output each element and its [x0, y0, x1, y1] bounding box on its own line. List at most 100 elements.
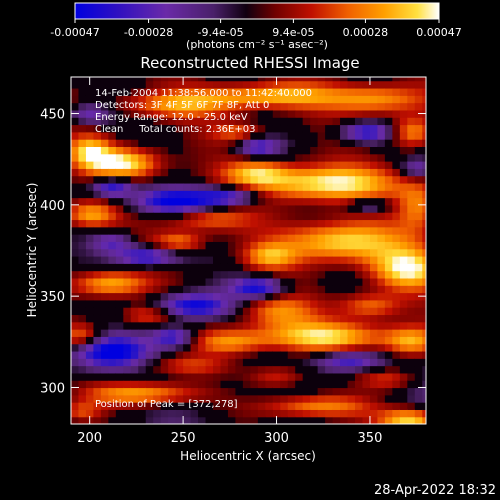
- heatmap-cell: [213, 336, 222, 345]
- heatmap-cell: [265, 372, 274, 381]
- heatmap-cell: [242, 161, 251, 169]
- heatmap-cell: [355, 80, 364, 89]
- heatmap-cell: [93, 168, 102, 177]
- heatmap-cell: [407, 77, 416, 82]
- heatmap-cell: [100, 175, 109, 184]
- heatmap-cell: [414, 77, 423, 82]
- heatmap-cell: [369, 394, 379, 403]
- heatmap-cell: [242, 402, 251, 410]
- heatmap-cell: [355, 285, 364, 294]
- heatmap-cell: [168, 197, 177, 206]
- heatmap-cell: [377, 307, 386, 316]
- heatmap-cell: [190, 161, 199, 169]
- heatmap-cell: [340, 131, 349, 140]
- heatmap-cell: [242, 241, 251, 250]
- heatmap-cell: [332, 270, 341, 279]
- heatmap-cell: [310, 285, 319, 294]
- heatmap-cell: [257, 161, 266, 169]
- heatmap-cell: [325, 87, 334, 96]
- heatmap-cell: [362, 416, 371, 424]
- heatmap-cell: [93, 117, 102, 126]
- heatmap-cell: [108, 182, 117, 191]
- heatmap-cell: [138, 212, 147, 221]
- heatmap-cell: [205, 139, 214, 147]
- heatmap-cell: [153, 182, 162, 191]
- heatmap-cell: [190, 299, 199, 308]
- heatmap-cell: [85, 197, 95, 206]
- heatmap-cell: [235, 87, 244, 96]
- heatmap-cell: [145, 146, 154, 155]
- heatmap-cell: [138, 380, 147, 389]
- heatmap-cell: [175, 263, 184, 272]
- heatmap-cell: [265, 219, 274, 228]
- heatmap-cell: [190, 153, 199, 162]
- heatmap-cell: [213, 255, 222, 264]
- heatmap-cell: [220, 307, 229, 316]
- heatmap-cell: [183, 350, 192, 359]
- heatmap-cell: [235, 387, 244, 396]
- heatmap-cell: [235, 146, 244, 155]
- heatmap-cell: [115, 248, 124, 257]
- heatmap-cell: [115, 387, 124, 396]
- heatmap-cell: [347, 219, 356, 228]
- heatmap-cell: [100, 153, 109, 162]
- heatmap-cell: [190, 212, 199, 221]
- heatmap-cell: [190, 365, 199, 374]
- heatmap-cell: [287, 343, 296, 352]
- heatmap-cell: [310, 380, 319, 389]
- heatmap-cell: [257, 380, 266, 389]
- heatmap-cell: [422, 314, 426, 323]
- heatmap-cell: [123, 350, 132, 359]
- heatmap-cell: [272, 299, 281, 308]
- heatmap-cell: [287, 307, 296, 316]
- heatmap-cell: [287, 219, 296, 228]
- heatmap-cell: [407, 343, 416, 352]
- heatmap-cell: [220, 277, 229, 286]
- heatmap-cell: [250, 270, 259, 279]
- heatmap-cell: [78, 372, 87, 381]
- heatmap-cell: [325, 197, 334, 206]
- heatmap-cell: [93, 175, 102, 184]
- heatmap-cell: [250, 234, 259, 242]
- heatmap-cell: [302, 263, 311, 272]
- heatmap-cell: [242, 372, 251, 381]
- heatmap-cell: [153, 270, 162, 279]
- heatmap-cell: [257, 182, 266, 191]
- heatmap-cell: [250, 139, 259, 147]
- heatmap-cell: [108, 204, 117, 213]
- heatmap-cell: [384, 161, 393, 169]
- heatmap-cell: [362, 182, 371, 191]
- heatmap-cell: [145, 380, 154, 389]
- heatmap-cell: [183, 175, 192, 184]
- heatmap-cell: [384, 182, 393, 191]
- heatmap-cell: [145, 212, 154, 221]
- heatmap-cell: [392, 270, 401, 279]
- heatmap-cell: [362, 380, 371, 389]
- heatmap-cell: [71, 204, 80, 213]
- heatmap-cell: [340, 372, 349, 381]
- heatmap-cell: [250, 285, 259, 294]
- heatmap-cell: [355, 350, 364, 359]
- heatmap-cell: [332, 197, 341, 206]
- heatmap-cell: [384, 234, 393, 242]
- heatmap-cell: [265, 299, 274, 308]
- heatmap-cell: [93, 124, 102, 133]
- heatmap-cell: [115, 307, 124, 316]
- heatmap-cell: [145, 365, 154, 374]
- heatmap-cell: [399, 263, 408, 272]
- heatmap-cell: [138, 161, 147, 169]
- heatmap-cell: [257, 80, 266, 89]
- annotation-energy-range: Energy Range: 12.0 - 25.0 keV: [95, 112, 248, 123]
- heatmap-cell: [145, 409, 154, 418]
- heatmap-cell: [115, 358, 124, 367]
- heatmap-cell: [287, 234, 296, 242]
- heatmap-cell: [213, 131, 222, 140]
- heatmap-cell: [422, 212, 426, 221]
- heatmap-cell: [362, 124, 371, 133]
- heatmap-cell: [325, 292, 334, 301]
- heatmap-cell: [302, 292, 311, 301]
- heatmap-cell: [295, 270, 304, 279]
- heatmap-cell: [355, 241, 364, 250]
- heatmap-cell: [183, 307, 192, 316]
- heatmap-cell: [332, 234, 341, 242]
